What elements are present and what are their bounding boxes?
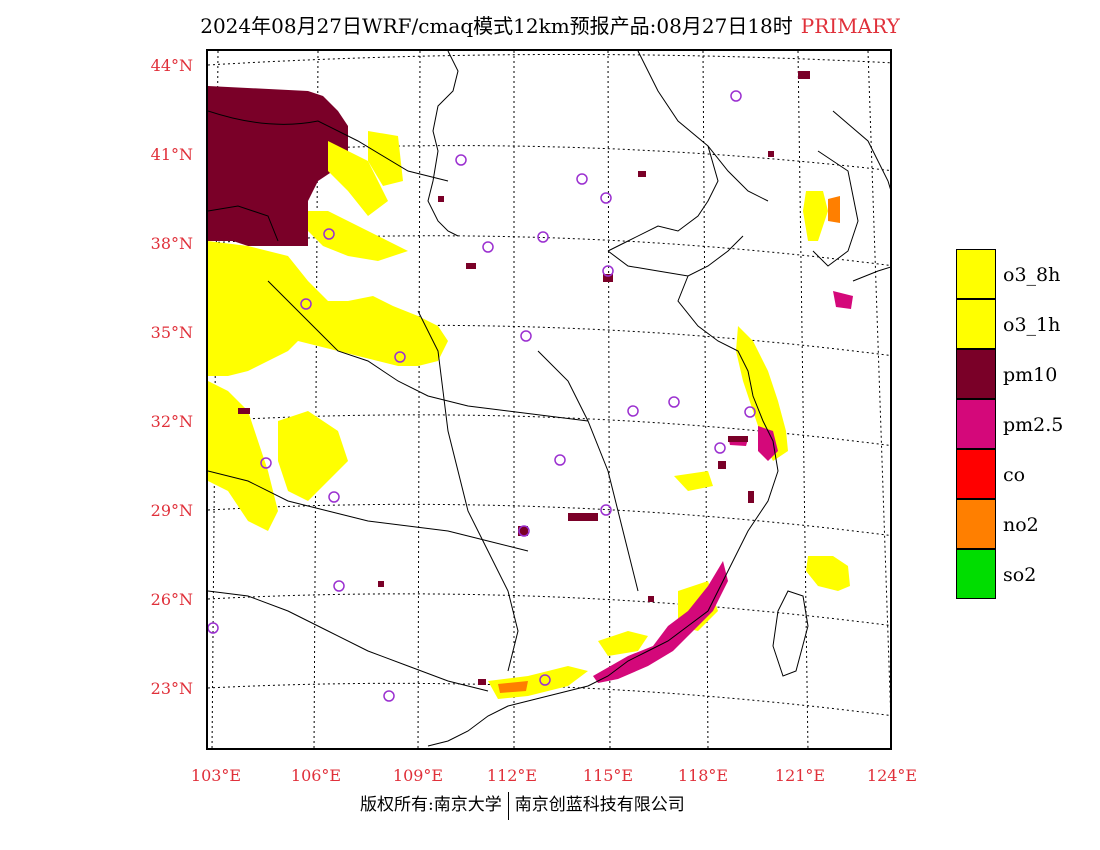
legend-swatch-so2 (956, 549, 996, 599)
legend-swatch-no2 (956, 499, 996, 549)
lon-label-103: 103°E (190, 766, 242, 785)
legend-swatch-o3-8h (956, 249, 996, 299)
lat-label-32: 32°N (150, 412, 193, 431)
lon-label-124: 124°E (866, 766, 918, 785)
lat-label-26: 26°N (150, 590, 193, 609)
lat-label-38: 38°N (150, 234, 193, 253)
boundaries (208, 51, 890, 747)
legend-label-o3-8h: o3_8h (1003, 264, 1061, 286)
copyright-left: 版权所有:南京大学 (360, 795, 502, 815)
footer-separator (507, 791, 509, 820)
lat-label-41: 41°N (150, 145, 193, 164)
title-text: 2024年08月27日WRF/cmaq模式12km预报产品:08月27日18时 (200, 14, 793, 38)
legend-label-so2: so2 (1003, 564, 1037, 586)
legend-label-co: co (1003, 464, 1026, 486)
lat-label-35: 35°N (150, 323, 193, 342)
legend-swatch-pm25 (956, 399, 996, 449)
lon-label-106: 106°E (290, 766, 342, 785)
map-title: 2024年08月27日WRF/cmaq模式12km预报产品:08月27日18时 P… (0, 10, 1100, 39)
station-markers (208, 90, 756, 702)
lat-label-23: 23°N (150, 679, 193, 698)
ozone-regions (208, 131, 850, 699)
lon-label-115: 115°E (582, 766, 634, 785)
legend-label-o3-1h: o3_1h (1003, 314, 1061, 336)
pm25-regions (593, 291, 853, 683)
lat-label-44: 44°N (150, 56, 193, 75)
pm10-specks (238, 71, 810, 685)
legend-label-pm25: pm2.5 (1003, 414, 1064, 436)
lon-label-112: 112°E (486, 766, 538, 785)
lon-label-109: 109°E (392, 766, 444, 785)
pm10-region (208, 86, 348, 246)
legend-label-no2: no2 (1003, 514, 1039, 536)
lon-label-121: 121°E (774, 766, 826, 785)
map-canvas (208, 51, 890, 748)
lat-label-29: 29°N (150, 501, 193, 520)
legend-swatch-o3-1h (956, 299, 996, 349)
title-tag: PRIMARY (800, 14, 900, 38)
map-frame (206, 49, 892, 750)
copyright-right: 南京创蓝科技有限公司 (514, 795, 685, 815)
copyright-footer: 版权所有:南京大学 南京创蓝科技有限公司 (360, 790, 685, 820)
legend-swatch-pm10 (956, 349, 996, 399)
lon-label-118: 118°E (677, 766, 729, 785)
legend-swatch-co (956, 449, 996, 499)
legend-label-pm10: pm10 (1003, 364, 1058, 386)
no2-regions (498, 196, 840, 693)
